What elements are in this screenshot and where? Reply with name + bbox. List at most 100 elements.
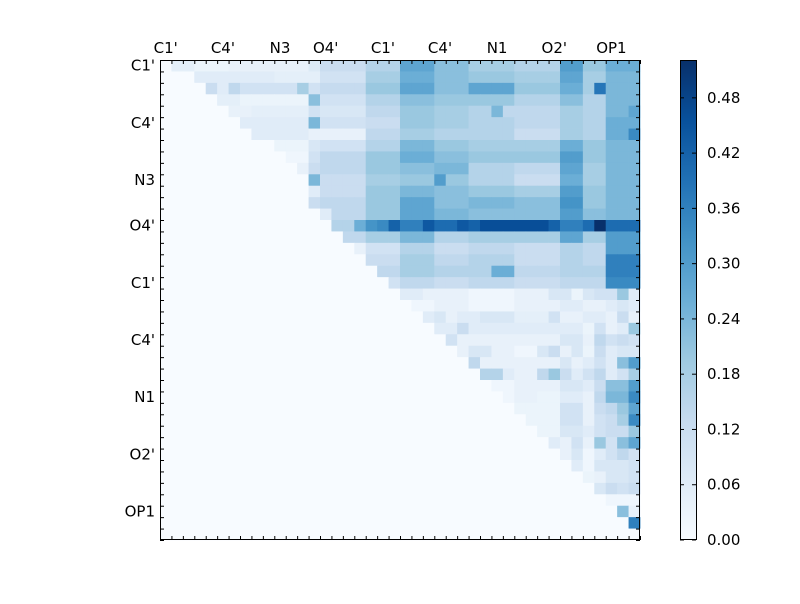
heatmap-cell: [160, 82, 172, 95]
heatmap-cell: [594, 162, 607, 175]
heatmap-cell: [262, 197, 275, 209]
heatmap-cell: [194, 117, 207, 129]
heatmap-cell: [217, 345, 229, 358]
heatmap-cell: [205, 71, 218, 84]
heatmap-cell: [171, 368, 184, 381]
heatmap-cell: [251, 482, 264, 495]
x-tick-label: N3: [270, 39, 291, 57]
heatmap-cell: [628, 425, 641, 438]
y-tick-label: O4': [130, 217, 155, 235]
heatmap-cell: [491, 494, 504, 507]
heatmap-cell: [308, 242, 321, 255]
heatmap-cell: [205, 174, 218, 187]
heatmap-cell: [205, 117, 218, 129]
heatmap-cell: [400, 197, 412, 209]
heatmap-cell: [548, 60, 561, 72]
heatmap-cell: [617, 242, 629, 255]
heatmap-cell: [411, 391, 424, 404]
heatmap-cell: [560, 151, 572, 164]
heatmap-cell: [240, 345, 252, 358]
heatmap-cell: [491, 471, 504, 484]
heatmap-cell: [445, 277, 458, 289]
heatmap-cell: [537, 528, 549, 541]
colorbar-tick-label: 0.30: [707, 255, 740, 273]
heatmap-cell: [285, 425, 298, 438]
heatmap-cell: [617, 345, 629, 358]
heatmap-cell: [514, 231, 527, 244]
heatmap-cell: [422, 277, 435, 289]
heatmap-cell: [617, 505, 629, 518]
heatmap-cell: [594, 494, 607, 507]
heatmap-cell: [217, 242, 229, 255]
heatmap-cell: [571, 288, 584, 301]
heatmap-cell: [320, 345, 332, 358]
heatmap-cell: [217, 494, 229, 507]
heatmap-cell: [628, 117, 641, 129]
heatmap-cell: [262, 448, 275, 461]
heatmap-cell: [594, 391, 607, 404]
heatmap-cell: [445, 208, 458, 221]
heatmap-cell: [594, 185, 607, 198]
colorbar-tick-label: 0.12: [707, 420, 740, 438]
heatmap-cell: [434, 151, 447, 164]
heatmap-cell: [411, 517, 424, 529]
heatmap-cell: [274, 105, 287, 118]
heatmap-cell: [548, 208, 561, 221]
heatmap-cell: [525, 505, 538, 518]
heatmap-cell: [434, 60, 447, 72]
heatmap-cell: [171, 60, 184, 72]
heatmap-cell: [514, 357, 527, 369]
heatmap-cell: [217, 437, 229, 449]
heatmap-cell: [434, 425, 447, 438]
heatmap-cell: [182, 231, 195, 244]
heatmap-cell: [365, 82, 378, 95]
heatmap-cell: [445, 254, 458, 267]
heatmap-cell: [502, 105, 515, 118]
heatmap-cell: [365, 71, 378, 84]
heatmap-cell: [457, 482, 469, 495]
heatmap-cell: [480, 528, 492, 541]
heatmap-cell: [594, 471, 607, 484]
heatmap-cell: [228, 117, 241, 129]
heatmap-cell: [182, 322, 195, 335]
heatmap-cell: [388, 208, 401, 221]
heatmap-cell: [308, 414, 321, 427]
heatmap-cell: [571, 402, 584, 415]
heatmap-cell: [365, 494, 378, 507]
heatmap-cell: [217, 231, 229, 244]
heatmap-cell: [377, 357, 389, 369]
y-tick-label: C4': [131, 331, 155, 349]
heatmap-cell: [525, 185, 538, 198]
heatmap-cell: [377, 231, 389, 244]
heatmap-cell: [308, 380, 321, 392]
heatmap-cell: [388, 425, 401, 438]
heatmap-cell: [320, 60, 332, 72]
heatmap-cell: [342, 220, 355, 232]
heatmap-cell: [491, 174, 504, 187]
heatmap-cell: [320, 425, 332, 438]
heatmap-cell: [445, 94, 458, 107]
heatmap-cell: [228, 528, 241, 541]
heatmap-cell: [445, 334, 458, 347]
heatmap-cell: [171, 471, 184, 484]
heatmap-cell: [274, 448, 287, 461]
heatmap-cell: [285, 254, 298, 267]
heatmap-cell: [365, 265, 378, 278]
heatmap-cell: [342, 128, 355, 141]
heatmap-cell: [205, 254, 218, 267]
heatmap-cell: [217, 140, 229, 152]
heatmap-cell: [194, 288, 207, 301]
heatmap-cell: [422, 174, 435, 187]
heatmap-cell: [377, 334, 389, 347]
heatmap-cell: [468, 60, 481, 72]
heatmap-cell: [194, 162, 207, 175]
heatmap-cell: [514, 288, 527, 301]
heatmap-cell: [548, 231, 561, 244]
heatmap-cell: [274, 128, 287, 141]
heatmap-cell: [434, 345, 447, 358]
heatmap-cell: [365, 311, 378, 324]
heatmap-cell: [388, 288, 401, 301]
heatmap-cell: [354, 208, 367, 221]
heatmap-cell: [514, 71, 527, 84]
heatmap-cell: [228, 277, 241, 289]
